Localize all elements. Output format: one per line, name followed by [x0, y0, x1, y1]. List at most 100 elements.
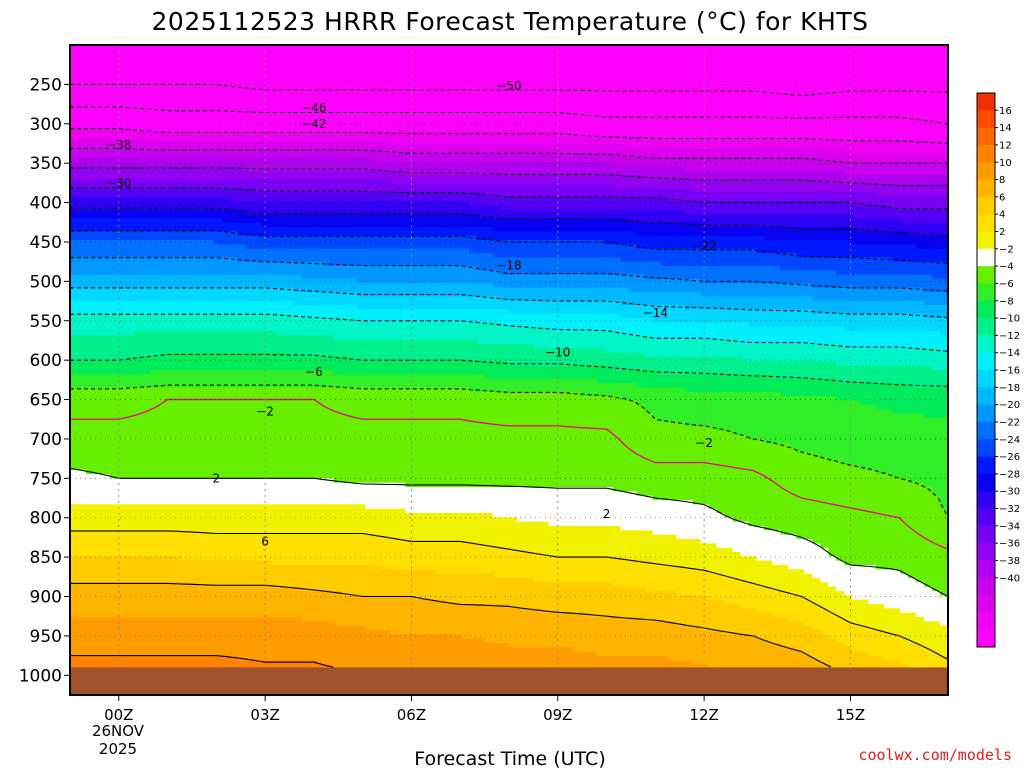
temperature-cell	[221, 599, 231, 605]
temperature-cell	[165, 400, 175, 406]
temperature-cell	[157, 305, 167, 310]
temperature-cell	[149, 287, 159, 293]
temperature-cell	[141, 153, 151, 159]
temperature-cell	[277, 357, 287, 362]
temperature-cell	[253, 283, 263, 289]
temperature-cell	[197, 461, 207, 466]
temperature-cell	[253, 617, 263, 622]
temperature-cell	[269, 66, 279, 72]
temperature-cell	[237, 547, 247, 553]
temperature-cell	[165, 309, 175, 315]
temperature-cell	[205, 322, 215, 328]
temperature-cell	[165, 625, 175, 631]
temperature-cell	[309, 84, 319, 89]
temperature-cell	[237, 500, 247, 505]
temperature-cell	[149, 144, 159, 150]
temperature-cell	[117, 526, 127, 531]
temperature-cell	[101, 339, 111, 345]
temperature-cell	[70, 292, 79, 297]
temperature-cell	[157, 664, 167, 670]
temperature-cell	[325, 374, 334, 380]
temperature-cell	[197, 97, 207, 102]
temperature-cell	[125, 79, 135, 85]
temperature-cell	[109, 374, 119, 380]
temperature-cell	[261, 409, 271, 414]
temperature-cell	[261, 292, 271, 297]
temperature-cell	[301, 270, 311, 276]
temperature-cell	[149, 305, 159, 310]
temperature-cell	[93, 608, 103, 614]
temperature-cell	[109, 435, 119, 440]
temperature-cell	[213, 326, 223, 332]
temperature-cell	[309, 625, 319, 631]
temperature-cell	[85, 114, 95, 120]
temperature-cell	[70, 66, 79, 72]
temperature-cell	[237, 179, 247, 185]
temperature-cell	[101, 253, 111, 258]
temperature-cell	[261, 604, 271, 609]
temperature-cell	[141, 495, 151, 501]
temperature-cell	[77, 396, 87, 401]
temperature-cell	[229, 370, 239, 375]
temperature-cell	[157, 287, 167, 293]
temperature-cell	[125, 283, 135, 289]
temperature-cell	[85, 634, 95, 640]
temperature-cell	[157, 214, 167, 219]
temperature-cell	[221, 513, 231, 518]
temperature-cell	[213, 660, 223, 666]
temperature-cell	[189, 218, 199, 224]
temperature-cell	[285, 612, 295, 618]
temperature-cell	[221, 621, 231, 627]
temperature-cell	[77, 105, 87, 111]
temperature-cell	[253, 634, 263, 640]
temperature-cell	[189, 443, 199, 449]
temperature-cell	[293, 387, 303, 393]
temperature-cell	[125, 92, 135, 98]
temperature-cell	[237, 231, 247, 237]
temperature-cell	[133, 222, 143, 228]
temperature-cell	[229, 556, 239, 562]
temperature-cell	[70, 487, 79, 492]
temperature-cell	[157, 530, 167, 536]
temperature-cell	[77, 508, 87, 514]
temperature-cell	[141, 487, 151, 492]
temperature-cell	[125, 105, 135, 111]
temperature-cell	[325, 651, 334, 657]
temperature-cell	[213, 253, 223, 258]
temperature-cell	[181, 630, 191, 635]
temperature-cell	[189, 209, 199, 215]
temperature-cell	[309, 439, 319, 445]
temperature-cell	[133, 257, 143, 263]
temperature-cell	[101, 482, 111, 488]
temperature-cell	[141, 123, 151, 128]
temperature-cell	[70, 296, 79, 302]
temperature-cell	[181, 326, 191, 332]
temperature-cell	[253, 188, 263, 193]
temperature-cell	[277, 105, 287, 111]
temperature-cell	[301, 105, 311, 111]
temperature-cell	[293, 586, 303, 592]
temperature-cell	[133, 305, 143, 310]
temperature-cell	[173, 313, 183, 319]
temperature-cell	[205, 448, 215, 453]
temperature-cell	[253, 391, 263, 397]
temperature-cell	[261, 517, 271, 523]
temperature-cell	[261, 170, 271, 176]
temperature-cell	[261, 387, 271, 393]
temperature-cell	[197, 608, 207, 614]
temperature-cell	[253, 599, 263, 605]
temperature-cell	[269, 586, 279, 592]
temperature-cell	[213, 521, 223, 527]
temperature-cell	[189, 270, 199, 276]
temperature-cell	[149, 565, 159, 570]
temperature-cell	[181, 617, 191, 622]
temperature-cell	[157, 422, 167, 427]
temperature-cell	[245, 634, 255, 640]
temperature-cell	[317, 140, 327, 146]
temperature-cell	[309, 426, 319, 432]
temperature-cell	[221, 482, 231, 488]
temperature-cell	[125, 578, 135, 583]
temperature-cell	[285, 413, 295, 419]
temperature-cell	[70, 123, 79, 128]
temperature-cell	[141, 647, 151, 653]
